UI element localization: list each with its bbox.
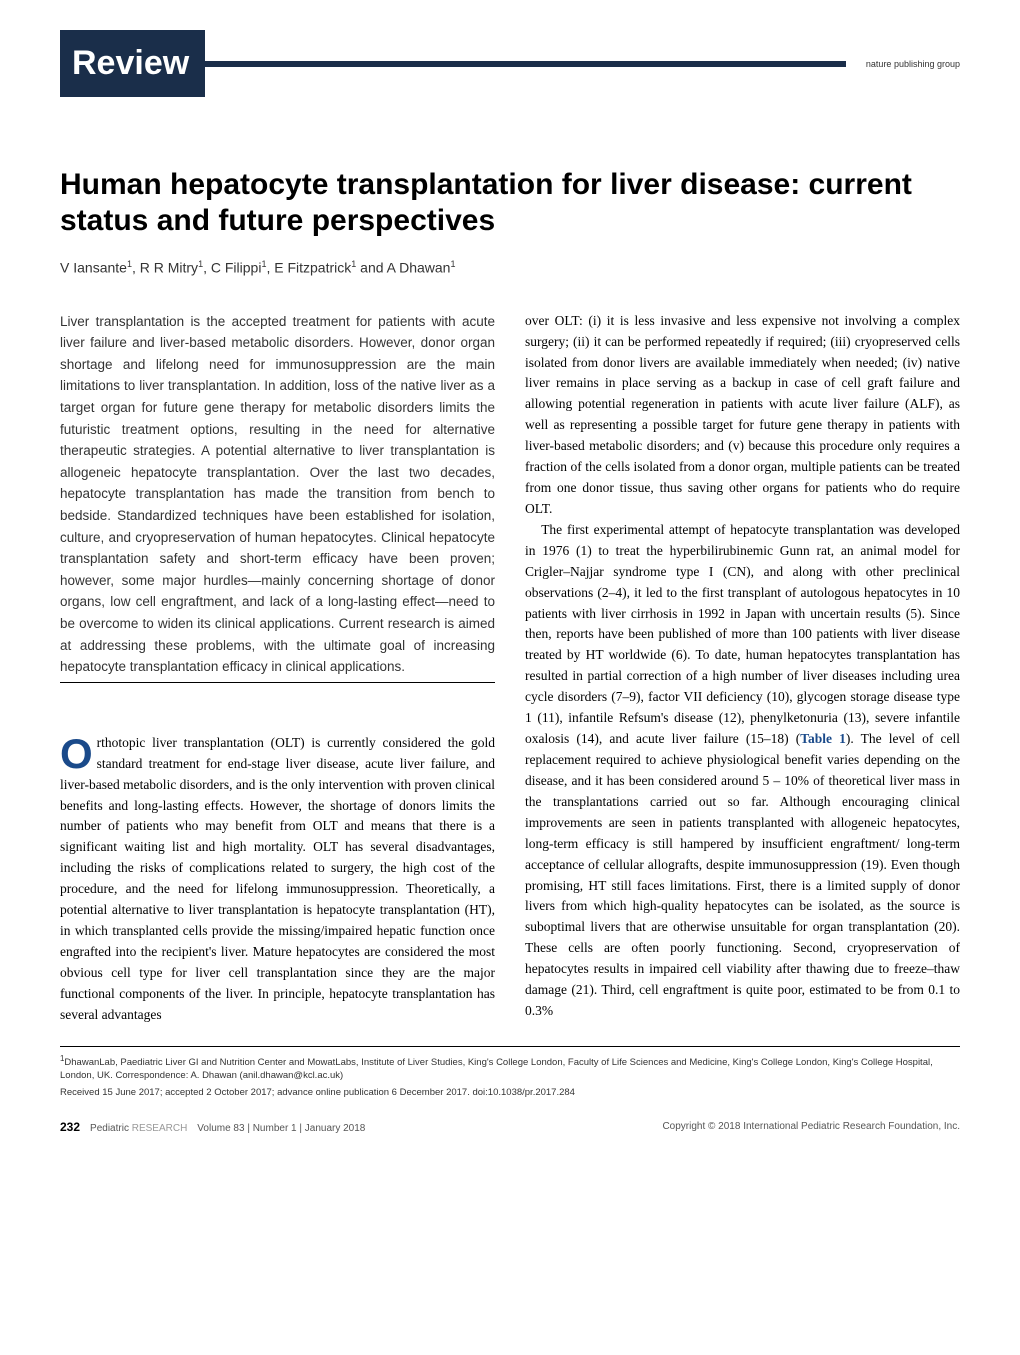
affiliation-block: 1DhawanLab, Paediatric Liver GI and Nutr… [60,1046,960,1100]
col2-p2-part-b: ). The level of cell replacement require… [525,731,960,1018]
abstract-block: Liver transplantation is the accepted tr… [60,311,495,683]
article-title: Human hepatocyte transplantation for liv… [60,167,960,239]
intro-paragraph: Orthotopic liver transplantation (OLT) i… [60,733,495,1026]
col2-p2-part-a: The first experimental attempt of hepato… [525,522,960,746]
header-bar: Review nature publishing group [60,30,960,97]
footer-left: 232 Pediatric RESEARCH Volume 83 | Numbe… [60,1120,365,1134]
issue-info: Volume 83 | Number 1 | January 2018 [197,1123,365,1134]
page: Review nature publishing group Human hep… [0,0,1020,1355]
intro-text: rthotopic liver transplantation (OLT) is… [60,735,495,1022]
body-columns: Liver transplantation is the accepted tr… [60,311,960,1026]
header-strip [205,61,846,67]
col2-paragraph-2: The first experimental attempt of hepato… [525,520,960,1022]
section-label: Review [60,30,205,97]
column-right: over OLT: (i) it is less invasive and le… [525,311,960,1026]
abstract-text: Liver transplantation is the accepted tr… [60,314,495,675]
table-1-link[interactable]: Table 1 [800,731,846,746]
authors-line: V Iansante1, R R Mitry1, C Filippi1, E F… [60,259,960,276]
journal-name: Pediatric RESEARCH [90,1123,187,1134]
page-number: 232 [60,1120,80,1134]
copyright-text: Copyright © 2018 International Pediatric… [662,1121,960,1132]
page-footer: 232 Pediatric RESEARCH Volume 83 | Numbe… [60,1120,960,1134]
column-left: Liver transplantation is the accepted tr… [60,311,495,1026]
col2-paragraph-1: over OLT: (i) it is less invasive and le… [525,311,960,520]
publisher-label: nature publishing group [846,59,960,69]
affiliation-text: DhawanLab, Paediatric Liver GI and Nutri… [60,1057,933,1081]
journal-part2: RESEARCH [132,1123,188,1134]
dropcap: O [60,733,97,772]
journal-part1: Pediatric [90,1123,129,1134]
abstract-rule [60,682,495,683]
received-line: Received 15 June 2017; accepted 2 Octobe… [60,1086,960,1099]
